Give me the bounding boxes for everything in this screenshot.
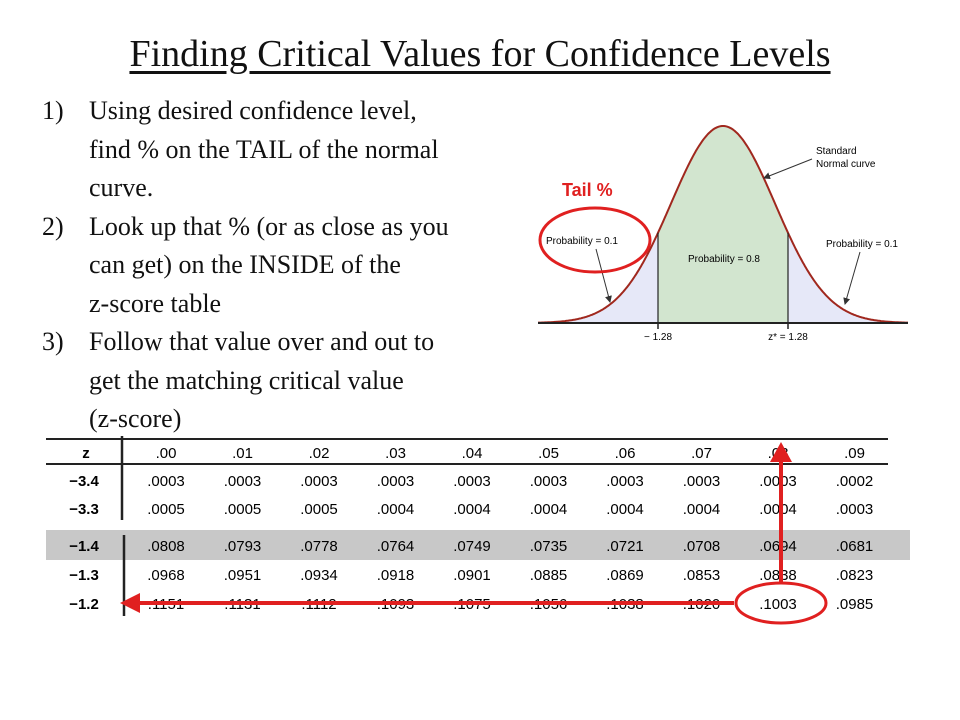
center-area bbox=[658, 126, 788, 323]
left-tail-area bbox=[538, 232, 658, 323]
table-cell: .0005 bbox=[224, 501, 262, 518]
step-line: curve. bbox=[89, 173, 154, 202]
step-item: 1) Using desired confidence level, find … bbox=[42, 92, 537, 208]
row-header: −1.3 bbox=[69, 567, 99, 584]
table-cell: .0985 bbox=[836, 596, 874, 613]
column-header: .05 bbox=[538, 445, 559, 462]
table-cell: .0735 bbox=[530, 538, 568, 555]
column-header: .07 bbox=[691, 445, 712, 462]
table-cell: .0005 bbox=[147, 501, 185, 518]
table-cell: .0002 bbox=[836, 473, 874, 490]
table-cell: .0694 bbox=[759, 538, 797, 555]
right-prob-arrow bbox=[843, 251, 861, 305]
left-prob-arrow bbox=[595, 248, 612, 303]
table-cell: .0823 bbox=[836, 567, 874, 584]
table-cell: .0004 bbox=[530, 501, 568, 518]
step-line: z-score table bbox=[89, 288, 222, 318]
table-cell: .0003 bbox=[453, 473, 491, 490]
curve-label-line2: Normal curve bbox=[816, 159, 876, 170]
table-cell: .0918 bbox=[377, 567, 415, 584]
slide-title: Finding Critical Values for Confidence L… bbox=[129, 33, 831, 75]
row-header: −3.4 bbox=[69, 473, 99, 490]
table-cell: .0951 bbox=[224, 567, 262, 584]
table-cell: .0838 bbox=[759, 567, 797, 584]
steps-list: 1) Using desired confidence level, find … bbox=[42, 92, 537, 439]
tail-percent-label: Tail % bbox=[562, 180, 613, 200]
table-cell: .0003 bbox=[530, 473, 568, 490]
table-cell: .0005 bbox=[300, 501, 338, 518]
table-cell: .0003 bbox=[147, 473, 185, 490]
table-cell: .0808 bbox=[147, 538, 185, 555]
row-header: −1.2 bbox=[69, 596, 99, 613]
step-line: Look up that % (or as close as you bbox=[89, 211, 449, 241]
column-header: .01 bbox=[232, 445, 253, 462]
table-cell: .0003 bbox=[759, 473, 797, 490]
table-cell: .0721 bbox=[606, 538, 644, 555]
shaded-row bbox=[46, 530, 910, 560]
table-cell: .0968 bbox=[147, 567, 185, 584]
step-line: get the matching critical value bbox=[89, 365, 404, 395]
table-cell: .0003 bbox=[300, 473, 338, 490]
tail-highlight-circle bbox=[538, 206, 652, 274]
table-cell: .0004 bbox=[759, 501, 797, 518]
column-header: .02 bbox=[309, 445, 330, 462]
step-line: (z-score) bbox=[89, 404, 182, 433]
table-cell: .0004 bbox=[683, 501, 721, 518]
center-prob-label: Probability = 0.8 bbox=[688, 254, 760, 265]
curve-label-arrow bbox=[763, 158, 813, 180]
step-item: 2) Look up that % (or as close as you ca… bbox=[42, 208, 537, 324]
z-score-table: z .00.01.02.03.04.05.06.07.08.09−3.4.000… bbox=[46, 436, 910, 625]
table-cell: .0003 bbox=[836, 501, 874, 518]
left-arrow-head bbox=[120, 593, 140, 613]
step-line: Follow that value over and out to bbox=[89, 327, 435, 356]
table-cell: .0003 bbox=[224, 473, 262, 490]
normal-curve-figure: − 1.28 z* = 1.28 Probability = 0.8 Proba… bbox=[538, 125, 908, 343]
curve-label-line1: Standard bbox=[816, 146, 857, 157]
column-header: .04 bbox=[462, 445, 483, 462]
table-cell: .0004 bbox=[453, 501, 491, 518]
table-cell: .0003 bbox=[377, 473, 415, 490]
table-cell: .0934 bbox=[300, 567, 338, 584]
table-cell: .0004 bbox=[377, 501, 415, 518]
table-cell: .0853 bbox=[683, 567, 721, 584]
table-cell: .0778 bbox=[300, 538, 338, 555]
table-cell: .0004 bbox=[606, 501, 644, 518]
up-arrow-head bbox=[770, 442, 792, 462]
table-cell: .1003 bbox=[759, 596, 797, 613]
step-number: 3) bbox=[42, 327, 64, 356]
table-cell: .0681 bbox=[836, 538, 874, 555]
column-header: .06 bbox=[615, 445, 636, 462]
table-cell: .0749 bbox=[453, 538, 491, 555]
right-prob-label: Probability = 0.1 bbox=[826, 239, 898, 250]
left-prob-label: Probability = 0.1 bbox=[546, 236, 618, 247]
table-cell: .0901 bbox=[453, 567, 491, 584]
step-number: 1) bbox=[42, 96, 64, 125]
table-cell: .0885 bbox=[530, 567, 568, 584]
column-header: .03 bbox=[385, 445, 406, 462]
column-header: .00 bbox=[156, 445, 177, 462]
column-header: .09 bbox=[844, 445, 865, 462]
table-cell: .0764 bbox=[377, 538, 415, 555]
step-number: 2) bbox=[42, 211, 64, 241]
table-cell: .0003 bbox=[683, 473, 721, 490]
right-z-label: z* = 1.28 bbox=[768, 332, 808, 343]
step-line: can get) on the INSIDE of the bbox=[89, 250, 401, 279]
row-header: −3.3 bbox=[69, 501, 99, 518]
step-line: find % on the TAIL of the normal bbox=[89, 134, 439, 164]
table-cell: .0869 bbox=[606, 567, 644, 584]
step-line: Using desired confidence level, bbox=[89, 96, 417, 125]
left-z-label: − 1.28 bbox=[644, 332, 673, 343]
table-corner-label: z bbox=[82, 445, 90, 462]
table-cell: .0003 bbox=[606, 473, 644, 490]
normal-curve-line bbox=[538, 125, 908, 324]
table-cell: .0708 bbox=[683, 538, 721, 555]
right-tail-area bbox=[788, 232, 908, 323]
step-item: 3) Follow that value over and out to get… bbox=[42, 323, 537, 439]
table-cell: .0793 bbox=[224, 538, 262, 555]
row-header: −1.4 bbox=[69, 538, 99, 555]
